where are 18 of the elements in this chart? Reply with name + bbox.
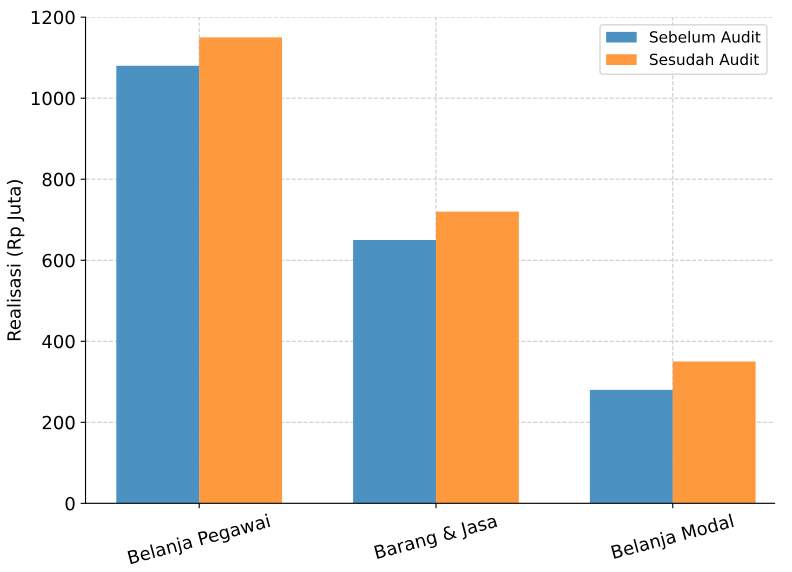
y-tick-label: 0 — [66, 496, 75, 510]
x-tick-label: Barang & Jasa — [374, 514, 498, 562]
y-tick-label: 1000 — [32, 92, 75, 106]
y-tick-label: 1200 — [32, 10, 75, 24]
bar — [436, 212, 519, 504]
y-tick-label: 200 — [42, 416, 75, 430]
y-tick-label: 600 — [42, 254, 75, 268]
y-tick-label: 400 — [42, 334, 75, 348]
bar — [672, 362, 756, 504]
bar — [353, 240, 436, 504]
bar — [199, 37, 282, 504]
y-axis-title: Realisasi (Rp Juta) — [6, 180, 24, 340]
bar — [116, 66, 200, 504]
y-tick-label: 800 — [42, 172, 75, 186]
bar — [590, 390, 673, 504]
legend-label: Sesudah Audit — [650, 53, 759, 66]
x-tick-label: Belanja Modal — [610, 514, 735, 562]
legend-label: Sebelum Audit — [650, 30, 760, 43]
